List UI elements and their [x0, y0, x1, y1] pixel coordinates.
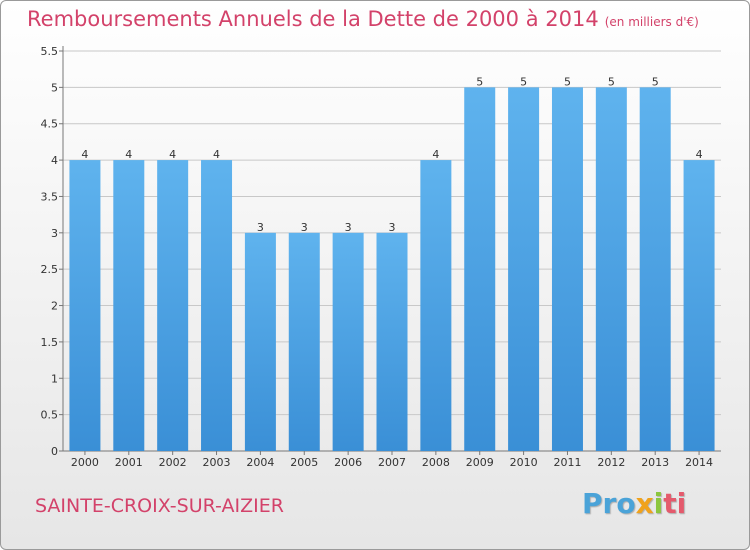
data-label: 3	[257, 221, 264, 234]
x-tick-label: 2005	[290, 456, 318, 469]
bar	[201, 160, 233, 451]
y-tick-label: 4.5	[41, 118, 59, 131]
x-tick-label: 2010	[510, 456, 538, 469]
bar	[113, 160, 145, 451]
x-tick-label: 2008	[422, 456, 450, 469]
brand-part-2: x	[635, 487, 654, 520]
data-label: 4	[696, 148, 703, 161]
brand-part-3: i	[653, 487, 664, 520]
data-label: 4	[169, 148, 176, 161]
y-tick-label: 2	[51, 300, 58, 313]
proxiti-logo[interactable]: Proxiti	[582, 487, 686, 520]
y-tick-label: 4	[51, 154, 58, 167]
x-tick-label: 2001	[115, 456, 143, 469]
x-tick-label: 2014	[685, 456, 713, 469]
data-label: 3	[345, 221, 352, 234]
data-label: 5	[564, 75, 571, 88]
brand-part-1: Pro	[582, 487, 636, 520]
x-tick-label: 2003	[203, 456, 231, 469]
data-label: 4	[432, 148, 439, 161]
data-label: 5	[476, 75, 483, 88]
y-tick-label: 5.5	[41, 45, 59, 58]
data-label: 4	[125, 148, 132, 161]
data-label: 4	[81, 148, 88, 161]
data-label: 3	[389, 221, 396, 234]
x-tick-label: 2006	[334, 456, 362, 469]
unit-label: (en milliers d'€)	[604, 15, 699, 29]
bar	[464, 87, 496, 451]
x-tick-label: 2002	[159, 456, 187, 469]
bar	[639, 87, 671, 451]
y-tick-label: 1.5	[41, 336, 59, 349]
x-tick-label: 2007	[378, 456, 406, 469]
data-label: 5	[608, 75, 615, 88]
x-tick-label: 2012	[597, 456, 625, 469]
bar	[332, 232, 364, 451]
y-tick-label: 1	[51, 372, 58, 385]
chart-title: Remboursements Annuels de la Dette de 20…	[27, 7, 699, 31]
bar	[244, 232, 276, 451]
x-tick-label: 2013	[641, 456, 669, 469]
data-label: 3	[301, 221, 308, 234]
bar	[376, 232, 408, 451]
x-tick-label: 2009	[466, 456, 494, 469]
y-tick-label: 0	[51, 445, 58, 458]
bar	[288, 232, 320, 451]
y-tick-label: 2.5	[41, 263, 59, 276]
bar	[69, 160, 101, 451]
x-tick-label: 2004	[246, 456, 274, 469]
title-text: Remboursements Annuels de la Dette de 20…	[27, 7, 599, 31]
brand-part-4: ti	[663, 487, 687, 520]
data-label: 5	[520, 75, 527, 88]
x-tick-label: 2011	[553, 456, 581, 469]
y-tick-label: 0.5	[41, 409, 59, 422]
x-tick-label: 2000	[71, 456, 99, 469]
bar	[508, 87, 540, 451]
commune-name: SAINTE-CROIX-SUR-AIZIER	[35, 495, 284, 517]
data-label: 5	[652, 75, 659, 88]
bar	[157, 160, 189, 451]
bar	[595, 87, 627, 451]
bar	[683, 160, 715, 451]
bar	[420, 160, 452, 451]
y-tick-label: 3.5	[41, 190, 59, 203]
data-label: 4	[213, 148, 220, 161]
y-tick-label: 3	[51, 227, 58, 240]
y-tick-label: 5	[51, 81, 58, 94]
bar	[551, 87, 583, 451]
